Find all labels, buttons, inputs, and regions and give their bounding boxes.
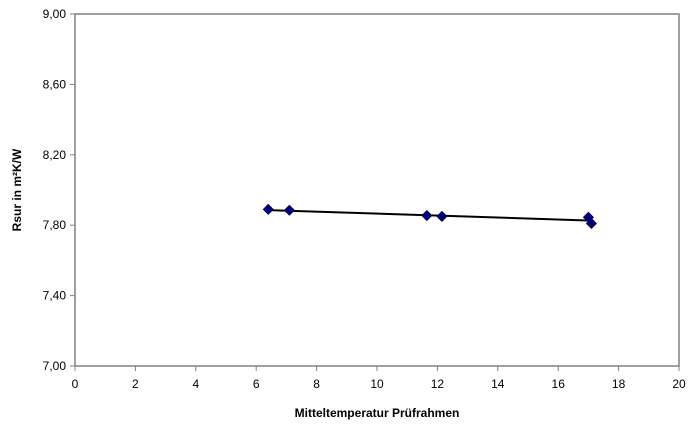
data-point: [436, 210, 448, 222]
y-tick-label: 7,40: [43, 289, 67, 303]
y-axis-ticks: 7,00 7,40 7,80 8,20 8,60 9,00: [43, 7, 75, 373]
x-tick-label: 18: [612, 377, 626, 391]
x-tick-label: 10: [370, 377, 384, 391]
x-tick-label: 8: [313, 377, 320, 391]
y-tick-label: 9,00: [43, 7, 67, 21]
y-tick-label: 7,80: [43, 218, 67, 232]
x-tick-label: 14: [491, 377, 505, 391]
data-point: [585, 217, 597, 230]
x-axis-label: Mitteltemperatur Prüfrahmen: [295, 406, 460, 420]
x-tick-label: 16: [552, 377, 566, 391]
x-tick-label: 12: [431, 377, 445, 391]
x-tick-label: 6: [253, 377, 260, 391]
x-tick-label: 4: [192, 377, 199, 391]
x-tick-label: 2: [132, 377, 139, 391]
y-tick-label: 7,00: [43, 359, 67, 373]
data-point: [262, 203, 274, 215]
y-tick-label: 8,60: [43, 77, 67, 91]
x-tick-label: 20: [672, 377, 686, 391]
data-point: [283, 204, 295, 216]
series-group: [262, 203, 597, 230]
data-point: [421, 209, 433, 222]
y-tick-label: 8,20: [43, 148, 67, 162]
plot-area: [74, 13, 680, 367]
y-axis-label: Rsur in m²K/W: [10, 148, 24, 231]
x-tick-label: 0: [72, 377, 79, 391]
x-axis-ticks: 0 2 4 6 8 10 12 14 16 18 20: [72, 366, 686, 391]
